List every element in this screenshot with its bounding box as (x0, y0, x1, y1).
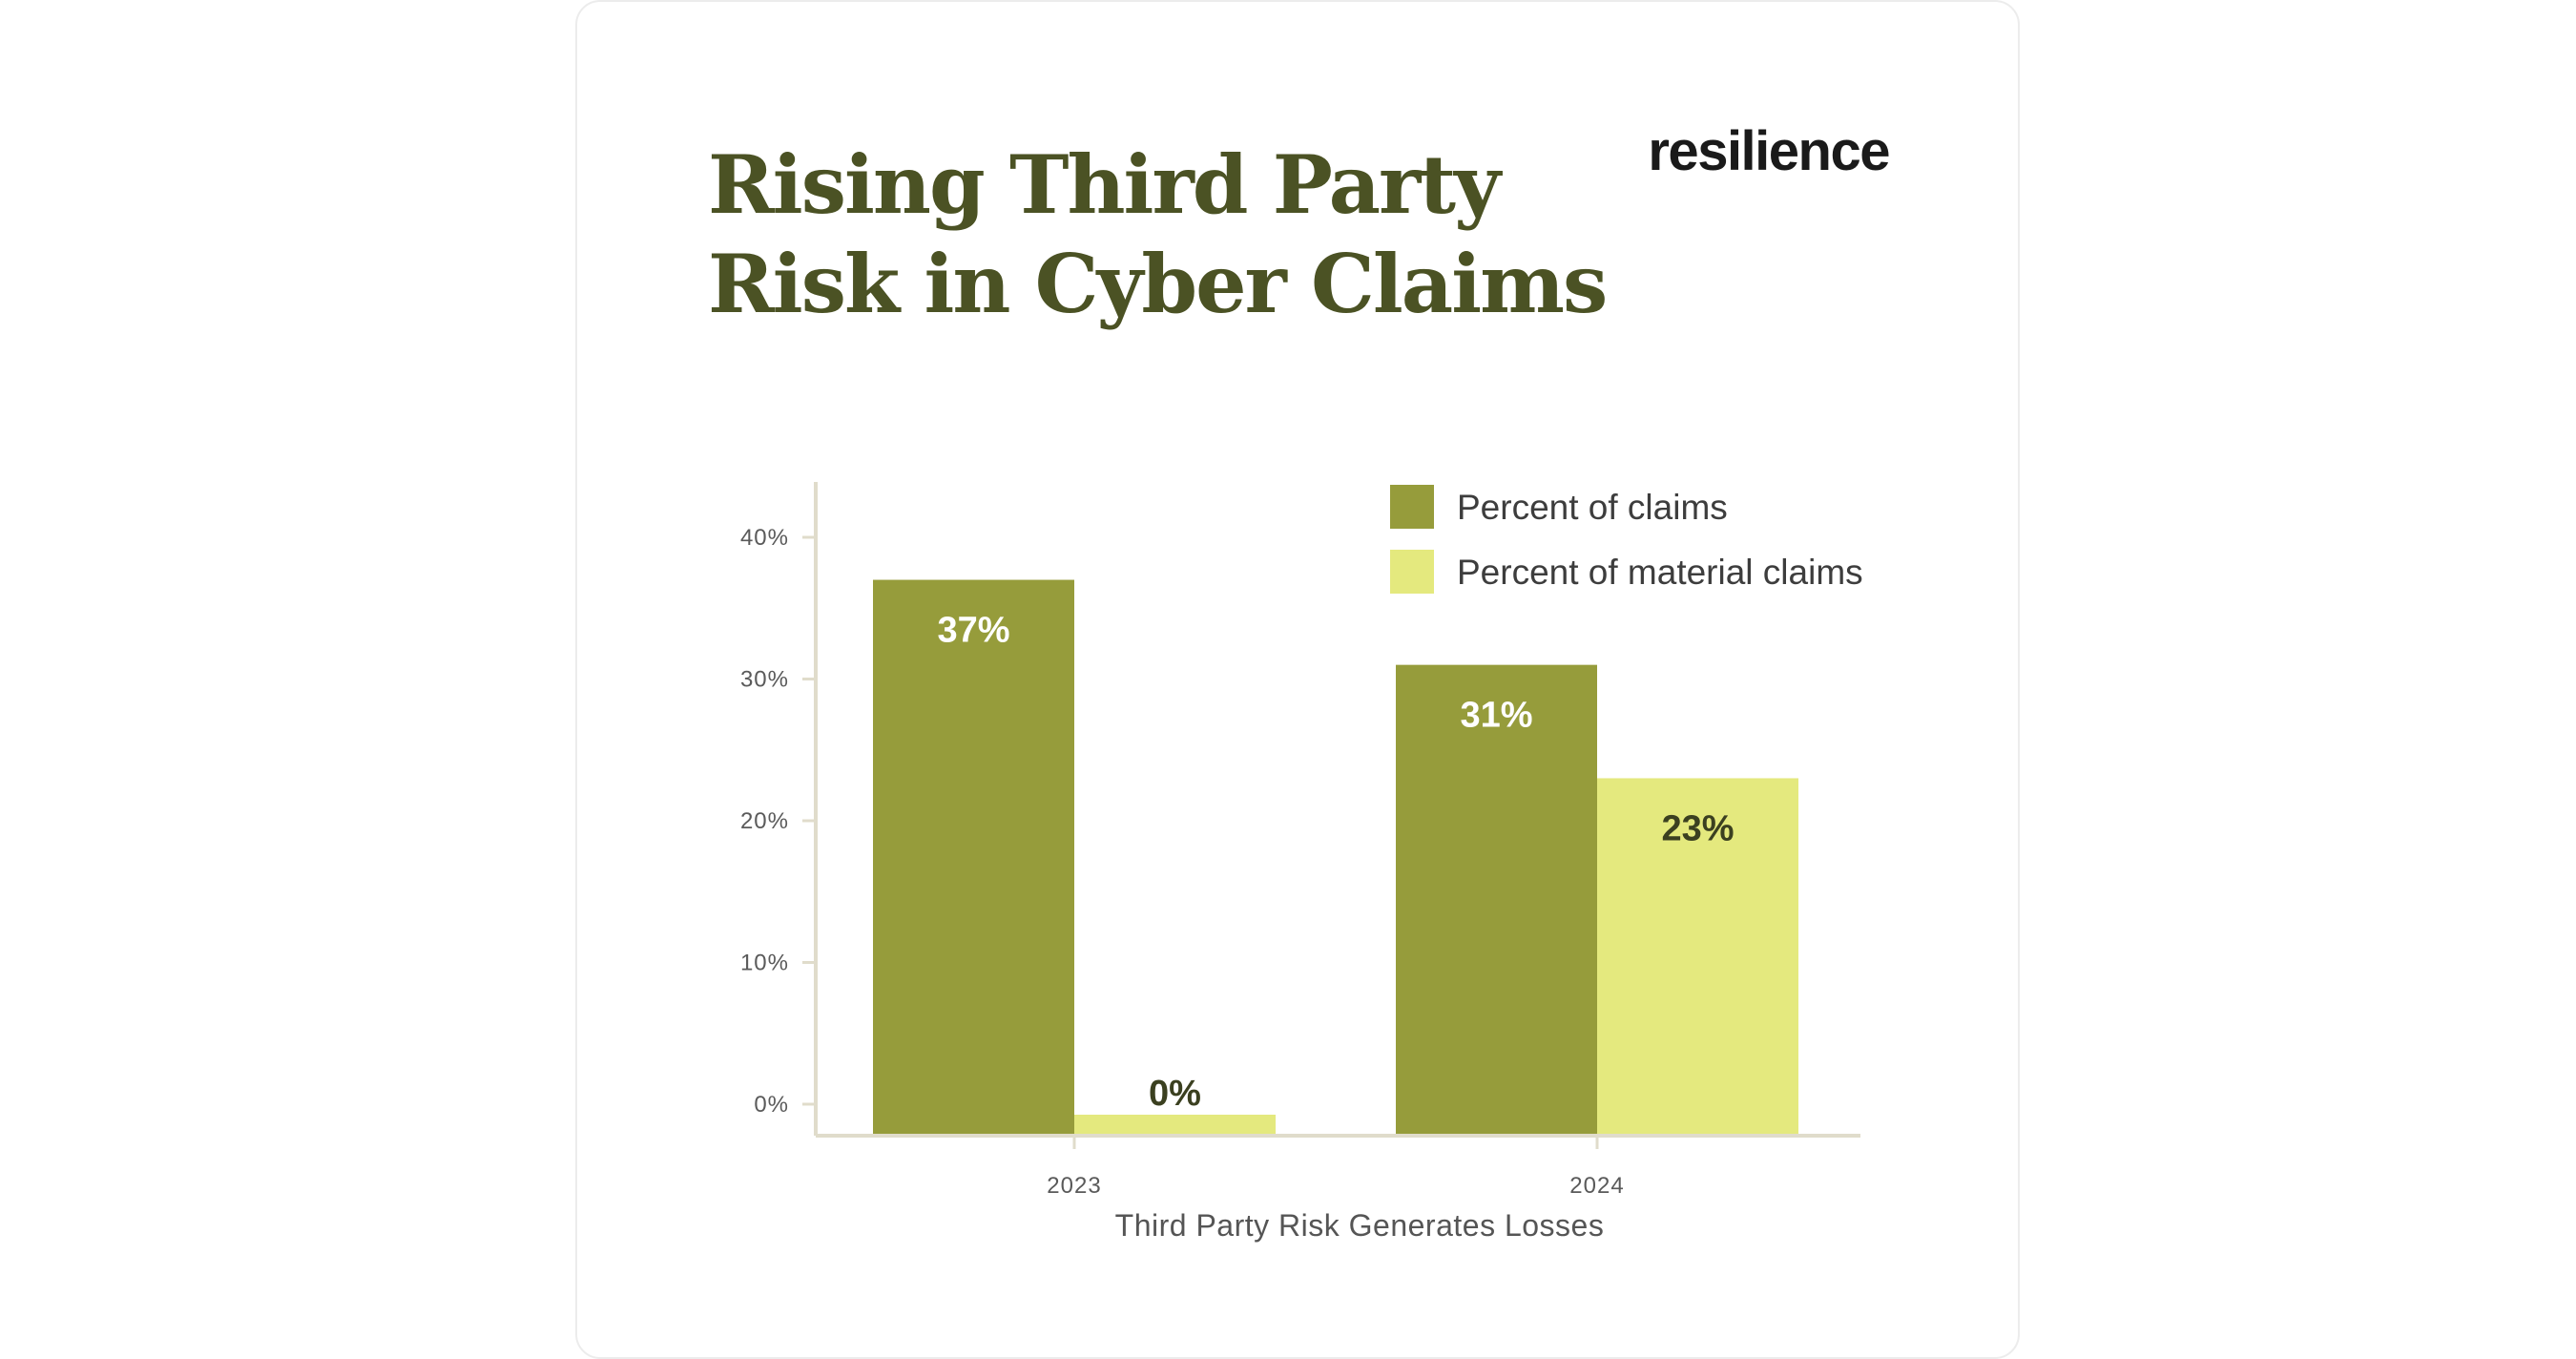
bar-percent-of-claims-2023 (873, 579, 1074, 1136)
bar-percent-of-material-claims-2024 (1597, 778, 1798, 1136)
y-tick-label-10: 10% (740, 951, 789, 976)
data-label-2024-0: 31% (1460, 696, 1532, 736)
legend-swatch-1 (1390, 550, 1434, 594)
chart-title: Rising Third Party Risk in Cyber Claims (708, 136, 1608, 334)
y-tick-label-0: 0% (754, 1092, 789, 1118)
data-label-2023-0: 37% (937, 611, 1009, 651)
brand-logo: resilience (1648, 120, 1890, 182)
legend-swatch-0 (1390, 485, 1434, 529)
x-axis-title: Third Party Risk Generates Losses (1115, 1208, 1605, 1243)
y-tick-label-40: 40% (740, 525, 789, 551)
data-label-2023-1: 0% (1149, 1074, 1201, 1114)
bar-percent-of-claims-2024 (1396, 664, 1597, 1136)
bar-percent-of-material-claims-2023 (1074, 1115, 1276, 1136)
data-label-2024-1: 23% (1661, 808, 1734, 848)
legend-label-0: Percent of claims (1457, 488, 1728, 527)
y-tick-label-30: 30% (740, 667, 789, 693)
chart-title-line-2: Risk in Cyber Claims (708, 237, 1608, 331)
chart-title-line-1: Rising Third Party (708, 137, 1501, 232)
legend-label-1: Percent of material claims (1457, 553, 1863, 592)
y-tick-label-20: 20% (740, 808, 789, 834)
x-tick-label-2024: 2024 (1569, 1173, 1624, 1199)
x-tick-label-2023: 2023 (1047, 1173, 1101, 1199)
